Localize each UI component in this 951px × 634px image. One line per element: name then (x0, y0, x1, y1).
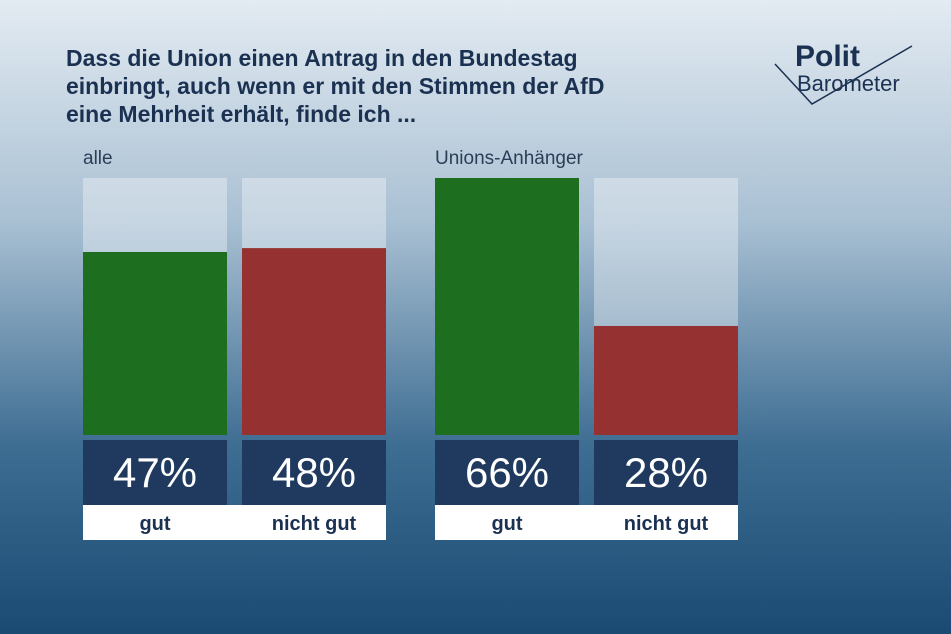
title-line: eine Mehrheit erhält, finde ich ... (66, 101, 416, 127)
value-box (242, 440, 386, 505)
value-label: 28% (624, 449, 708, 496)
bar (83, 251, 227, 435)
logo-bottom: Barometer (797, 71, 900, 96)
logo-top: Polit (795, 40, 860, 73)
category-label: gut (491, 513, 522, 535)
title-line: Dass die Union einen Antrag in den Bunde… (66, 45, 578, 71)
group-label: Unions-Anhänger (435, 148, 584, 169)
value-box (435, 440, 579, 505)
category-label: nicht gut (272, 513, 357, 535)
group-label: alle (83, 148, 113, 169)
value-label: 66% (465, 449, 549, 496)
bar (435, 178, 579, 435)
value-label: 47% (113, 449, 197, 496)
bar (242, 248, 386, 435)
label-box (83, 505, 386, 540)
value-box (594, 440, 738, 505)
label-box (435, 505, 738, 540)
category-label: gut (139, 513, 170, 535)
logo: Polit Barometer (774, 40, 913, 105)
title-line: einbringt, auch wenn er mit den Stimmen … (66, 73, 604, 99)
logo-check (774, 45, 913, 105)
category-label: nicht gut (624, 513, 709, 535)
value-label: 48% (272, 449, 356, 496)
bar (594, 325, 738, 435)
value-box (83, 440, 227, 505)
